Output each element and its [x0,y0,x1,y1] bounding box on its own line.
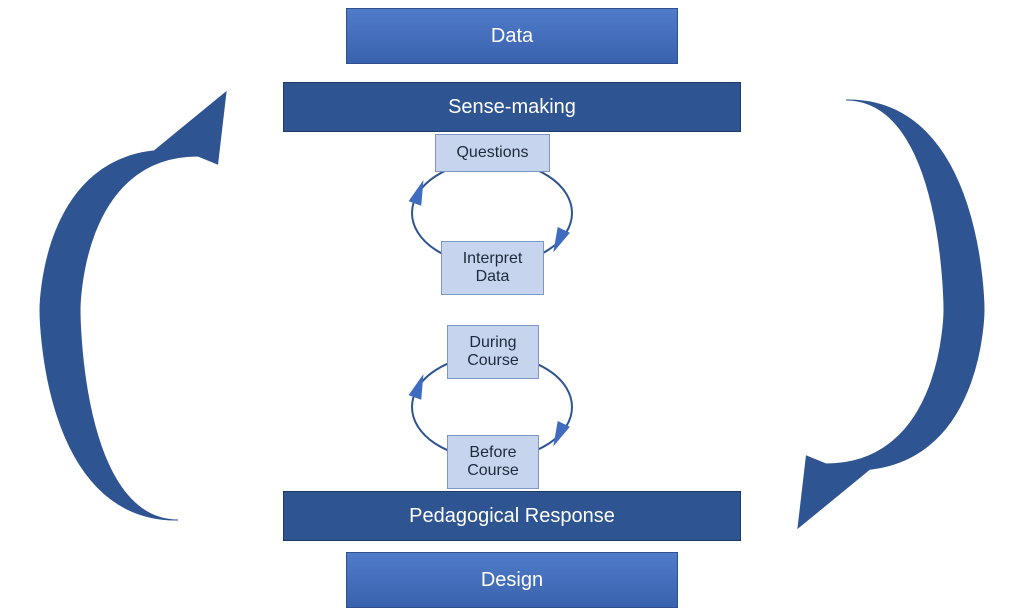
label-before: Before Course [448,444,538,480]
box-during-course: During Course [447,325,539,379]
diagram-stage: Data Sense-making Questions Interpret Da… [0,0,1024,614]
box-questions: Questions [435,134,550,172]
box-data: Data [346,8,678,64]
label-pedagogical: Pedagogical Response [403,505,621,528]
label-during: During Course [448,334,538,370]
label-interpret: Interpret Data [442,250,543,286]
label-design: Design [475,569,549,592]
big-arrow-left [40,92,226,520]
box-pedagogical-response: Pedagogical Response [283,491,741,541]
label-questions: Questions [450,144,534,162]
big-arrow-right [798,100,984,528]
box-design: Design [346,552,678,608]
box-before-course: Before Course [447,435,539,489]
label-sense: Sense-making [442,96,582,119]
box-sense-making: Sense-making [283,82,741,132]
box-interpret-data: Interpret Data [441,241,544,295]
label-data: Data [485,25,539,48]
